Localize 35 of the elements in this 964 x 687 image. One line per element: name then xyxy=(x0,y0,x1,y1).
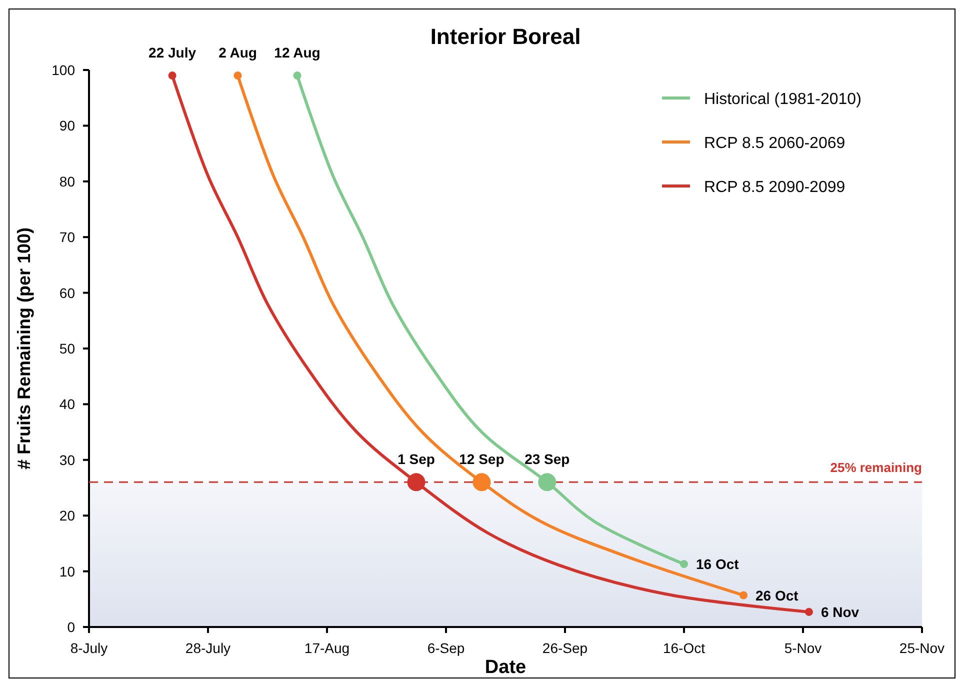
annotation: 16 Oct xyxy=(696,556,740,572)
x-tick-label: 25-Nov xyxy=(899,640,945,656)
x-tick-label: 16-Oct xyxy=(662,640,706,656)
legend-label: RCP 8.5 2090-2099 xyxy=(704,179,846,196)
annotation: 12 Aug xyxy=(274,44,320,61)
y-tick-label: 10 xyxy=(59,563,76,580)
x-tick-label: 28-July xyxy=(185,640,231,656)
annotation: 26 Oct xyxy=(756,587,799,604)
y-tick-label: 40 xyxy=(59,396,76,412)
x-tick-label: 17-Aug xyxy=(304,640,350,656)
annotation: 2 Aug xyxy=(218,44,257,61)
annotation: 1 Sep xyxy=(398,451,435,468)
chart-title: Interior Boreal xyxy=(430,24,581,49)
y-tick-label: 60 xyxy=(59,284,76,301)
annotation: 6 Nov xyxy=(820,604,860,620)
x-tick-label: 8-July xyxy=(70,640,108,656)
y-axis-title: # Fruits Remaining (per 100) xyxy=(14,227,34,470)
x-axis-title: Date xyxy=(484,657,526,678)
y-tick-label: 70 xyxy=(59,229,76,246)
y-tick-label: 30 xyxy=(59,452,76,468)
x-tick-label: 5-Nov xyxy=(784,640,822,656)
x-tick-label: 26-Sep xyxy=(542,640,588,656)
x-tick-label: 6-Sep xyxy=(427,640,465,656)
y-tick-label: 90 xyxy=(59,118,76,134)
y-tick-label: 20 xyxy=(59,508,76,524)
annotation: 23 Sep xyxy=(524,451,570,468)
annotation: 12 Sep xyxy=(459,451,504,468)
annotation: 22 July xyxy=(148,44,196,61)
y-tick-label: 100 xyxy=(52,62,76,78)
y-tick-label: 50 xyxy=(59,340,76,356)
legend-label: Historical (1981-2010) xyxy=(704,91,862,108)
y-tick-label: 80 xyxy=(59,173,76,190)
legend-label: RCP 8.5 2060-2069 xyxy=(704,135,846,152)
ref-line-label: 25% remaining xyxy=(830,460,922,476)
y-tick-label: 0 xyxy=(67,619,76,635)
